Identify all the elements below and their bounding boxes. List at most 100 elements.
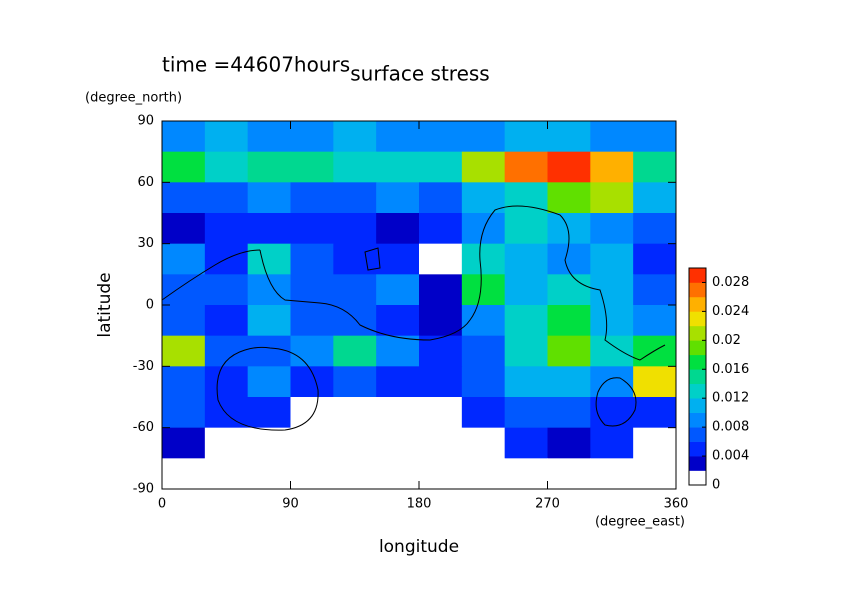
field-cell [290, 243, 334, 275]
field-cell [633, 305, 677, 337]
y-tick-label: -90 [133, 482, 154, 497]
colorbar-tick-label: 0.004 [712, 449, 749, 464]
field-cell [419, 305, 463, 337]
chart-subtitle: time =44607hours [162, 53, 350, 77]
colorbar-segment [689, 470, 706, 486]
colorbar-segment [689, 456, 706, 471]
field-cell [162, 335, 206, 367]
field-cell [333, 213, 377, 245]
field-cell [204, 458, 249, 490]
field-cell [590, 458, 634, 490]
x-tick-label: 0 [158, 497, 166, 512]
field-cell [162, 182, 206, 214]
field-cell [504, 458, 548, 490]
field-cell [504, 243, 548, 275]
field-cell [333, 121, 377, 153]
coastline [216, 346, 319, 431]
field-cell [333, 458, 377, 490]
field-cell [162, 397, 206, 429]
field-cell [461, 243, 506, 275]
field-cell [204, 397, 249, 429]
field-cell [419, 151, 463, 183]
colorbar-tick-label: 0.028 [712, 275, 749, 290]
field-cell [547, 458, 591, 490]
field-cell [162, 274, 206, 306]
field-cell [376, 305, 420, 337]
colorbar-segment [689, 398, 706, 413]
field-cell [504, 182, 548, 214]
field-cell [547, 182, 591, 214]
coastline [259, 205, 666, 361]
field-cell [290, 366, 334, 398]
x-tick-label: 270 [535, 497, 560, 512]
y-axis-label: latitude [95, 272, 115, 337]
colorbar: 0 0.004 0.008 0.012 0.016 0.02 0.024 0.028 [688, 267, 749, 493]
field-cell [633, 366, 677, 398]
coastline [364, 247, 381, 271]
colorbar-segment [689, 340, 706, 356]
y-tick-label: -30 [133, 359, 154, 374]
field-cell [633, 182, 677, 214]
field-cell [333, 427, 377, 459]
field-cell [461, 151, 506, 183]
field-cell [590, 305, 634, 337]
field-cell [376, 121, 420, 153]
field-cell [590, 366, 634, 398]
field-cell [162, 305, 206, 337]
field-cell [376, 243, 420, 275]
x-tick-label: 180 [407, 497, 432, 512]
field-cell [162, 151, 206, 183]
field-cell [204, 182, 249, 214]
field-cell [461, 427, 506, 459]
field-cell [461, 397, 506, 429]
field-cell [290, 458, 334, 490]
field-cell [461, 213, 506, 245]
field-cell [590, 427, 634, 459]
field-cell [247, 151, 291, 183]
field-cell [247, 335, 291, 367]
field-cell [547, 243, 591, 275]
field-cell [461, 305, 506, 337]
field-cell [376, 213, 420, 245]
field-cell [376, 427, 420, 459]
field-cell [547, 274, 591, 306]
field-cell [290, 182, 334, 214]
field-cell [333, 335, 377, 367]
x-unit: (degree_east) [595, 515, 685, 530]
field-cell [247, 305, 291, 337]
field-cell [461, 458, 506, 490]
field-cell [590, 274, 634, 306]
field-cell [247, 182, 291, 214]
field-cell [333, 397, 377, 429]
field-cell [204, 274, 249, 306]
field-cell [547, 397, 591, 429]
field-cell [461, 121, 506, 153]
y-tick-label: 0 [146, 298, 154, 313]
colorbar-segment [689, 282, 706, 298]
field-cell [376, 335, 420, 367]
x-tick-label: 90 [282, 497, 299, 512]
field-cell [247, 213, 291, 245]
field-cell [590, 182, 634, 214]
colorbar-tick-label: 0 [712, 478, 720, 493]
field-cell [504, 121, 548, 153]
field-cell [504, 397, 548, 429]
field-cell [333, 274, 377, 306]
field-cell [247, 121, 291, 153]
y-unit: (degree_north) [85, 91, 182, 106]
field-cell [376, 366, 420, 398]
field-cell [633, 243, 677, 275]
field-cell [504, 213, 548, 245]
field-cell [461, 335, 506, 367]
field-cell [461, 366, 506, 398]
colorbar-segment [689, 325, 706, 341]
field-cell [290, 335, 334, 367]
field-cell [504, 305, 548, 337]
field-cell [204, 366, 249, 398]
field-cell [376, 151, 420, 183]
field-cell [547, 305, 591, 337]
field-cell [162, 427, 206, 459]
field-cell [333, 182, 377, 214]
field-cell [590, 121, 634, 153]
field-cell [633, 151, 677, 183]
